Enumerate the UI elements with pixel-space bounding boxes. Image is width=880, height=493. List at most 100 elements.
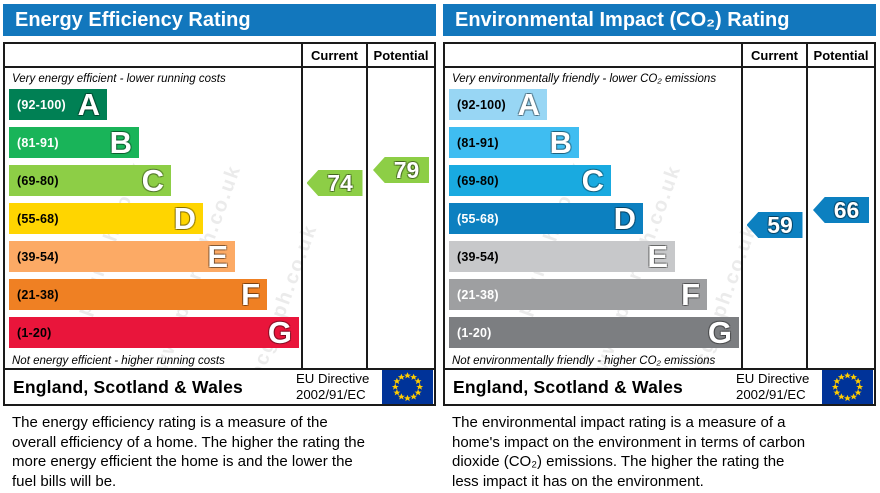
band-range-label: (1-20) <box>17 325 52 340</box>
potential-column: 66 <box>806 68 874 368</box>
eu-flag-star <box>837 373 845 380</box>
eu-flag-star <box>393 389 401 396</box>
chart-body: epcgraph.co.uk www.epcgraph.co.uk epcgra… <box>445 68 874 368</box>
column-header-potential: Potential <box>806 44 874 66</box>
band-f: (21-38) F <box>449 279 707 310</box>
eu-flag-star <box>393 377 401 385</box>
eu-flag-icon <box>822 370 873 404</box>
eu-flag-star <box>397 393 405 400</box>
eu-directive-label: EU Directive 2002/91/EC <box>296 371 382 403</box>
band-e: (39-54) E <box>449 241 675 272</box>
eu-flag-star <box>833 389 841 396</box>
band-range-label: (92-100) <box>457 97 506 112</box>
band-c: (69-80) C <box>9 165 171 196</box>
band-g: (1-20) G <box>449 317 739 348</box>
eu-flag-icon <box>382 370 433 404</box>
panel-description: The energy efficiency rating is a measur… <box>12 414 365 490</box>
band-range-label: (39-54) <box>457 249 499 264</box>
column-header-potential: Potential <box>366 44 434 66</box>
chart-body: epcgraph.co.uk www.epcgraph.co.uk epcgra… <box>5 68 434 368</box>
eu-directive-line1: EU Directive <box>736 370 810 386</box>
eu-flag-star <box>850 373 858 380</box>
current-column: 59 <box>741 68 806 368</box>
eu-flag-star <box>410 373 418 380</box>
band-range-label: (55-68) <box>17 211 59 226</box>
eu-directive-line1: EU Directive <box>296 370 370 386</box>
band-letter: B <box>109 125 132 160</box>
band-d: (55-68) D <box>449 203 643 234</box>
band-a: (92-100) A <box>449 89 547 120</box>
current-rating-arrow: 74 <box>306 170 363 196</box>
region-label: England, Scotland & Wales <box>13 376 243 397</box>
eu-flag-star <box>404 372 411 379</box>
panel-title: Environmental Impact (CO₂) Rating <box>455 8 790 31</box>
rating-chart: Current Potential epcgraph.co.uk www.epc… <box>3 42 436 406</box>
eu-flag-star <box>856 383 864 390</box>
current-column: 74 <box>301 68 366 368</box>
eu-flag-star <box>837 393 845 400</box>
potential-column: 79 <box>366 68 434 368</box>
band-letter: D <box>613 201 636 236</box>
header-spacer-cell <box>5 44 301 66</box>
band-area: Very environmentally friendly - lower CO… <box>445 68 741 368</box>
band-range-label: (55-68) <box>457 211 499 226</box>
potential-rating-arrow: 66 <box>813 197 869 223</box>
panel-environmental: Environmental Impact (CO₂) Rating Curren… <box>443 4 876 490</box>
chart-header-row: Current Potential <box>5 44 434 68</box>
eu-flag-star <box>414 377 422 385</box>
eu-directive-line2: 2002/91/EC <box>736 387 806 402</box>
band-b: (81-91) B <box>449 127 579 158</box>
band-a: (92-100) A <box>9 89 107 120</box>
band-letter: E <box>207 239 228 274</box>
band-range-label: (92-100) <box>17 97 66 112</box>
rating-value: 59 <box>767 211 793 238</box>
eu-flag-star <box>854 377 862 385</box>
eu-flag-star <box>404 394 411 402</box>
band-range-label: (39-54) <box>17 249 59 264</box>
band-b: (81-91) B <box>9 127 139 158</box>
band-range-label: (1-20) <box>457 325 492 340</box>
band-d: (55-68) D <box>9 203 203 234</box>
top-caption: Very environmentally friendly - lower CO… <box>452 73 717 85</box>
band-letter: F <box>681 277 700 312</box>
eu-flag-star <box>416 383 424 390</box>
panel-description: The environmental impact rating is a mea… <box>452 414 806 490</box>
header-spacer-cell <box>445 44 741 66</box>
panel-title-bar: Energy Efficiency Rating <box>3 4 436 36</box>
current-rating-arrow: 59 <box>746 211 803 238</box>
band-letter: D <box>173 201 196 236</box>
rating-chart: Current Potential epcgraph.co.uk www.epc… <box>443 42 876 406</box>
band-c: (69-80) C <box>449 165 611 196</box>
band-letter: F <box>241 277 260 312</box>
band-letter: A <box>77 87 100 122</box>
eu-flag-star <box>397 373 405 380</box>
bottom-caption: Not environmentally friendly - higher CO… <box>452 355 716 367</box>
panel-energy: Energy Efficiency Rating Current Potenti… <box>3 4 436 490</box>
band-letter: C <box>141 163 164 198</box>
panel-title-bar: Environmental Impact (CO₂) Rating <box>443 4 876 36</box>
rating-value: 66 <box>833 196 860 223</box>
eu-flag-star <box>833 377 841 385</box>
potential-rating-arrow: 79 <box>373 157 429 183</box>
band-e: (39-54) E <box>9 241 235 272</box>
band-range-label: (69-80) <box>17 173 59 188</box>
eu-flag-star <box>850 393 858 400</box>
eu-flag-star <box>414 389 422 396</box>
column-header-current: Current <box>301 44 366 66</box>
bottom-caption: Not energy efficient - higher running co… <box>12 355 225 367</box>
band-area: Very energy efficient - lower running co… <box>5 68 301 368</box>
band-letter: G <box>267 315 292 350</box>
eu-flag-star <box>391 383 399 390</box>
eu-flag-star <box>844 372 851 379</box>
band-g: (1-20) G <box>9 317 299 348</box>
column-header-current: Current <box>741 44 806 66</box>
panel-title: Energy Efficiency Rating <box>15 8 251 31</box>
eu-flag-star <box>844 394 851 402</box>
eu-flag-star <box>410 393 418 400</box>
band-range-label: (69-80) <box>457 173 499 188</box>
band-f: (21-38) F <box>9 279 267 310</box>
chart-footer-row: England, Scotland & Wales EU Directive 2… <box>5 368 434 404</box>
band-letter: B <box>549 125 572 160</box>
rating-value: 79 <box>393 156 420 183</box>
